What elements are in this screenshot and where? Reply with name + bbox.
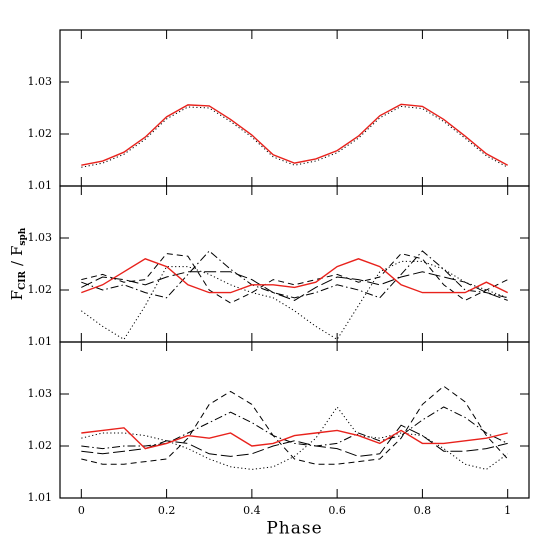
x-tick-label: 0.2	[158, 504, 176, 517]
y-tick-label: 1.01	[28, 179, 53, 192]
data-line	[81, 271, 508, 301]
y-tick-label: 1.03	[28, 75, 53, 88]
y-tick-label: 1.01	[28, 335, 53, 348]
y-tick-label: 1.03	[28, 231, 53, 244]
x-axis-label: Phase	[266, 519, 322, 539]
y-axis-label-part: CIR	[18, 271, 28, 290]
x-tick-label: 0.6	[328, 504, 346, 517]
panel-frame	[59, 185, 530, 343]
x-tick-label: 1	[504, 504, 511, 517]
y-axis-label-part: sph	[18, 227, 28, 245]
data-line	[81, 253, 508, 304]
x-tick-label: 0.8	[414, 504, 432, 517]
data-line	[81, 406, 508, 450]
y-axis-label-part: F	[8, 290, 26, 300]
y-tick-label: 1.02	[28, 283, 53, 296]
y-axis-label-part: /	[8, 260, 26, 266]
data-line	[81, 105, 508, 168]
data-line	[81, 424, 508, 457]
y-tick-label: 1.02	[28, 439, 53, 452]
x-tick-label: 0	[78, 504, 85, 517]
data-line	[81, 427, 508, 450]
data-line	[81, 250, 508, 299]
y-axis-label: FCIR/Fsph	[8, 227, 28, 300]
data-line	[81, 406, 508, 470]
y-tick-label: 1.03	[28, 387, 53, 400]
data-line	[81, 103, 509, 166]
x-tick-label: 0.4	[243, 504, 261, 517]
y-axis-label-part: F	[8, 246, 26, 256]
data-line	[81, 258, 508, 294]
data-line	[81, 385, 509, 465]
y-tick-label: 1.01	[28, 491, 53, 504]
y-tick-label: 1.02	[28, 127, 53, 140]
panel-frame	[59, 341, 530, 499]
